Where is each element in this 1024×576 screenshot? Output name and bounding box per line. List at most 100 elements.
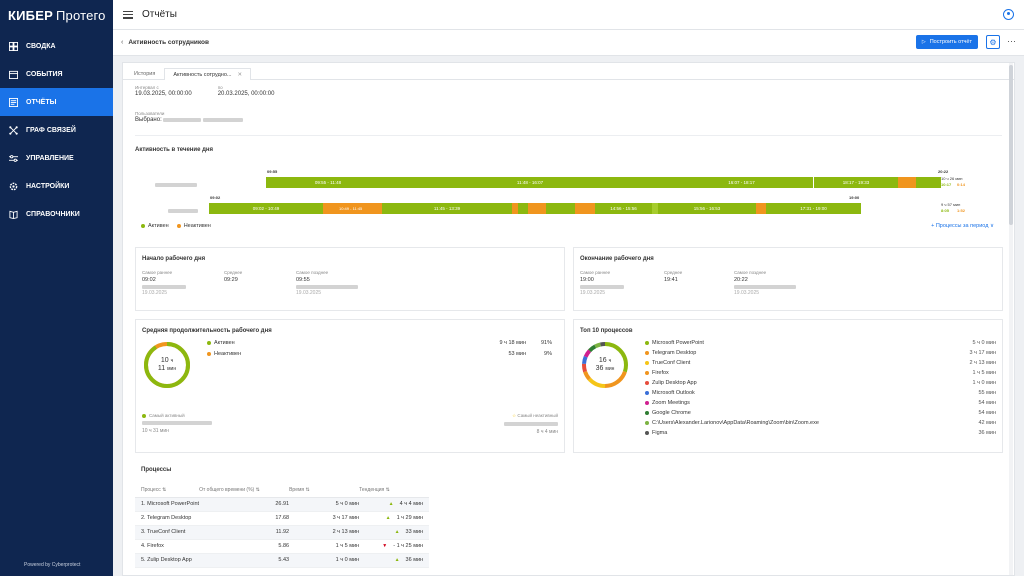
top10-item[interactable]: Microsoft Outlook 55 мин <box>645 390 996 396</box>
users-selection: Пользователи Выбрано: <box>135 111 243 123</box>
top10-item[interactable]: C:\Users\Alexander.Larionov\AppData\Roam… <box>645 420 996 426</box>
logo[interactable]: КИБЕР Протего <box>0 0 113 30</box>
col-trend[interactable]: Тенденция ⇅ <box>359 483 430 498</box>
avg-duration-title: Средняя продолжительность рабочего дня <box>142 328 272 334</box>
inactive-segment[interactable] <box>898 177 916 188</box>
active-segment[interactable]: 18:17 - 19:33 <box>814 177 898 188</box>
processes-for-period-link[interactable]: + Процессы за период ∨ <box>931 223 994 229</box>
more-options-icon[interactable]: ⋯ <box>1007 36 1016 46</box>
active-segment[interactable]: 11:48 - 16:07 <box>390 177 670 188</box>
cell-trend: ▲ 1 ч 29 мин <box>359 511 430 526</box>
active-segment[interactable]: 17:31 - 19:00 <box>766 203 861 214</box>
top10-title: Топ 10 процессов <box>580 328 633 334</box>
cell-trend: ▲ 4 ч 4 мин <box>359 497 430 512</box>
table-row[interactable]: 1. Microsoft PowerPoint 26.91 5 ч 0 мин ▲ 4 … <box>135 497 430 512</box>
process-time: 2 ч 13 мин <box>969 360 996 366</box>
start-day-title: Начало рабочего дня <box>142 256 206 262</box>
table-row[interactable]: 2. Telegram Desktop 17.68 3 ч 17 мин ▲ 1 ч 2… <box>135 511 430 526</box>
most-inactive: ☆ Самый неактивный 8 ч 4 мин <box>504 413 558 435</box>
inactive-time: 53 мин <box>508 351 526 357</box>
sliders-icon <box>8 153 18 163</box>
sidebar-item-events[interactable]: СОБЫТИЯ <box>0 60 113 88</box>
tab-history[interactable]: История <box>125 67 164 79</box>
table-row[interactable]: 5. Zulip Desktop App 5.43 1 ч 0 мин ▲ 36 мин <box>135 553 430 568</box>
top10-donut-svg <box>582 342 628 388</box>
top10-item[interactable]: Zulip Desktop App 1 ч 0 мин <box>645 380 996 386</box>
top10-item[interactable]: Google Chrome 54 мин <box>645 410 996 416</box>
processes-title: Процессы <box>141 467 172 473</box>
inactive-segment[interactable] <box>756 203 766 214</box>
col-label: Тенденция <box>359 486 385 493</box>
cell-percent: 11.92 <box>199 525 290 540</box>
page-title: Отчёты <box>142 9 177 20</box>
scrollbar-thumb[interactable] <box>1009 65 1013 225</box>
inactive-segment[interactable] <box>528 203 546 214</box>
back-icon[interactable]: ‹ <box>121 39 124 46</box>
report-settings-button[interactable]: ⚙ <box>986 35 1000 49</box>
trend-value: 36 мин <box>405 557 424 563</box>
processes-table: Процесс ⇅ От общего времени (%) ⇅ Время … <box>135 483 430 568</box>
logo-bold: КИБЕР <box>8 7 53 23</box>
sidebar-item-settings[interactable]: НАСТРОЙКИ <box>0 172 113 200</box>
row1-end: 20:22 <box>938 169 949 174</box>
scrollbar[interactable] <box>1009 63 1013 575</box>
close-icon[interactable]: ✕ <box>237 71 243 78</box>
avg-label: Среднее <box>224 270 243 275</box>
sidebar-item-management[interactable]: УПРАВЛЕНИЕ <box>0 144 113 172</box>
build-report-button[interactable]: ▷ Построить отчёт <box>915 35 978 49</box>
active-segment[interactable] <box>546 203 575 214</box>
sidebar-item-label: НАСТРОЙКИ <box>26 182 70 190</box>
divider <box>135 135 1002 136</box>
latest-value: 20:22 <box>734 277 748 283</box>
active-segment[interactable]: 09:02 - 10:49 <box>209 203 323 214</box>
sidebar-item-reports[interactable]: ОТЧЁТЫ <box>0 88 113 116</box>
users-value: Выбрано: <box>135 117 162 123</box>
latest-label: Самое позднее <box>734 270 767 275</box>
sidebar-item-references[interactable]: СПРАВОЧНИКИ <box>0 200 113 228</box>
tab-label: Активность сотрудно... <box>173 71 232 78</box>
build-report-label: Построить отчёт <box>929 39 972 45</box>
active-segment[interactable]: 14:56 - 15:56 <box>595 203 652 214</box>
sidebar-item-label: ГРАФ СВЯЗЕЙ <box>26 126 76 134</box>
top10-item[interactable]: TrueConf Client 2 ч 13 мин <box>645 360 996 366</box>
legend-active-label: Активен <box>148 223 169 229</box>
earliest-date: 19.03.2025 <box>142 290 168 296</box>
col-time[interactable]: Время ⇅ <box>289 483 360 498</box>
sidebar-item-graph[interactable]: ГРАФ СВЯЗЕЙ <box>0 116 113 144</box>
col-process[interactable]: Процесс ⇅ <box>135 483 200 498</box>
col-percent[interactable]: От общего времени (%) ⇅ <box>199 483 290 498</box>
sort-icon: ⇅ <box>385 486 390 493</box>
active-segment[interactable] <box>652 203 658 214</box>
table-row[interactable]: 3. TrueConf Client 11.92 2 ч 13 мин ▲ 33 мин <box>135 525 430 540</box>
active-segment[interactable] <box>916 177 941 188</box>
donut-slice[interactable] <box>582 342 628 388</box>
top10-item[interactable]: Zoom Meetings 54 мин <box>645 400 996 406</box>
top10-item[interactable]: Firefox 1 ч 5 мин <box>645 370 996 376</box>
menu-icon[interactable] <box>123 10 133 20</box>
inactive-segment[interactable] <box>323 203 382 214</box>
hours-value: 10 <box>160 357 169 365</box>
sidebar-item-label: СОБЫТИЯ <box>26 70 63 78</box>
table-row[interactable]: 4. Firefox 5.86 1 ч 5 мин ▼ - 1 ч 25 мин <box>135 539 430 554</box>
active-segment[interactable]: 16:07 - 18:17 <box>670 177 813 188</box>
top10-item[interactable]: Microsoft PowerPoint 5 ч 0 мин <box>645 340 996 346</box>
user-icon[interactable] <box>1003 9 1014 20</box>
active-segment[interactable]: 09:55 - 11:48 <box>266 177 390 188</box>
start-day-card: Начало рабочего дня Самое раннее 09:02 1… <box>135 247 565 311</box>
process-time: 55 мин <box>978 390 996 396</box>
tab-activity[interactable]: Активность сотрудно... ✕ <box>164 68 252 80</box>
gear-icon: ⚙ <box>989 37 997 47</box>
top10-item[interactable]: Figma 36 мин <box>645 430 996 436</box>
process-name: Microsoft PowerPoint <box>652 340 704 346</box>
sidebar-item-summary[interactable]: СВОДКА <box>0 32 113 60</box>
inactive-segment[interactable] <box>512 203 518 214</box>
active-segment[interactable] <box>518 203 528 214</box>
donut-slice[interactable] <box>582 342 628 388</box>
donut-active-arc <box>144 342 190 388</box>
top10-item[interactable]: Telegram Desktop 3 ч 17 мин <box>645 350 996 356</box>
donut-slice[interactable] <box>582 342 628 388</box>
active-segment[interactable]: 11:45 - 13:39 <box>382 203 512 214</box>
process-color-dot <box>645 351 649 355</box>
inactive-segment[interactable] <box>575 203 595 214</box>
active-segment[interactable]: 15:56 - 16:53 <box>658 203 756 214</box>
